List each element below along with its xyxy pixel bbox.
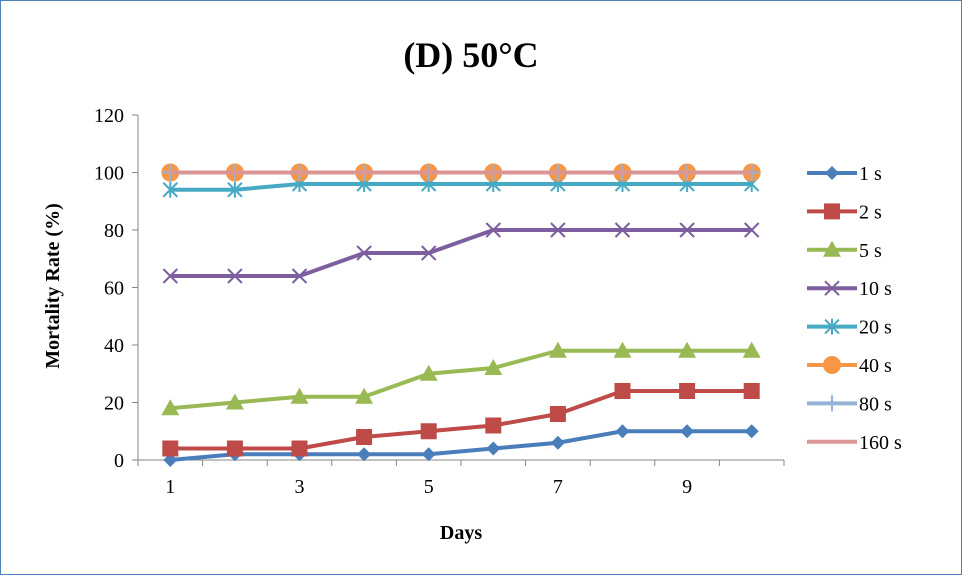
- data-point: [743, 383, 760, 399]
- data-point: [291, 268, 308, 284]
- series-10-s: [162, 222, 760, 284]
- legend-item: 10 s: [807, 278, 892, 300]
- legend-label: 80 s: [859, 393, 892, 415]
- data-point: [227, 181, 243, 198]
- data-point: [484, 359, 503, 375]
- data-point: [226, 440, 243, 457]
- x-axis-label: Days: [440, 522, 482, 544]
- series-layer: [161, 163, 761, 467]
- y-axis: 0 20 40 60 80 100 120: [94, 105, 139, 472]
- data-point: [550, 222, 566, 238]
- data-point: [549, 406, 566, 422]
- legend-marker: [824, 318, 840, 335]
- data-point: [355, 387, 374, 404]
- data-point: [742, 341, 761, 358]
- chart-title: (D) 50°C: [403, 35, 538, 75]
- data-point: [614, 383, 631, 399]
- legend-item: 80 s: [807, 393, 892, 415]
- y-tick-label: 100: [94, 163, 124, 185]
- data-point: [420, 423, 437, 440]
- data-point: [356, 429, 373, 445]
- legend-label: 2 s: [859, 201, 882, 223]
- y-tick-label: 0: [114, 450, 124, 472]
- legend-item: 40 s: [807, 355, 892, 377]
- x-tick-label: 7: [553, 476, 563, 498]
- data-point: [679, 383, 696, 399]
- legend-label: 10 s: [859, 278, 892, 300]
- legend-label: 5 s: [859, 240, 882, 262]
- legend-item: 1 s: [807, 163, 882, 185]
- series-line: [170, 348, 752, 411]
- data-point: [161, 399, 180, 416]
- data-point: [225, 393, 244, 410]
- series-line: [170, 389, 752, 451]
- legend-item: 5 s: [807, 240, 882, 262]
- legend-item: 20 s: [807, 317, 892, 339]
- y-tick-label: 20: [104, 393, 124, 415]
- x-axis: 1 3 5 7 9: [137, 459, 785, 498]
- data-point: [744, 424, 759, 439]
- legend-label: 160 s: [859, 432, 902, 454]
- legend-marker: [823, 240, 841, 257]
- series-5-s: [161, 341, 761, 416]
- data-point: [485, 417, 502, 434]
- legend-item: 160 s: [807, 432, 902, 454]
- y-tick-label: 120: [94, 105, 124, 127]
- data-point: [162, 268, 179, 284]
- x-tick-label: 5: [424, 476, 434, 498]
- legend-label: 20 s: [859, 317, 892, 339]
- legend-item: 2 s: [807, 201, 882, 223]
- data-point: [162, 181, 179, 198]
- x-tick-label: 1: [165, 476, 175, 498]
- series-2-s: [162, 383, 760, 457]
- data-point: [550, 435, 565, 450]
- legend-marker: [823, 356, 841, 374]
- series-line: [170, 182, 752, 192]
- data-point: [227, 268, 243, 284]
- data-point: [162, 440, 179, 457]
- x-tick-label: 3: [295, 476, 305, 498]
- data-point: [678, 341, 697, 358]
- data-point: [421, 447, 436, 462]
- y-tick-label: 80: [104, 220, 124, 242]
- legend-marker: [824, 203, 840, 220]
- legend-marker: [824, 280, 840, 296]
- legend-label: 40 s: [859, 355, 892, 377]
- data-point: [613, 341, 632, 358]
- legend: 1 s 2 s 5 s 10 s 20 s 40 s 80 s 160 s: [807, 163, 902, 454]
- series-line: [170, 429, 752, 462]
- legend-marker: [825, 166, 839, 180]
- x-tick-label: 9: [682, 476, 692, 498]
- data-point: [743, 222, 760, 238]
- series-20-s: [162, 176, 760, 198]
- data-point: [357, 447, 372, 462]
- data-point: [290, 387, 309, 404]
- data-point: [291, 440, 308, 457]
- data-point: [680, 424, 695, 439]
- y-axis-label: Mortality Rate (%): [42, 203, 64, 369]
- y-tick-label: 40: [104, 335, 124, 357]
- legend-marker: [824, 395, 840, 412]
- data-point: [419, 364, 438, 381]
- data-point: [485, 222, 502, 238]
- series-line: [170, 228, 752, 278]
- data-point: [486, 441, 501, 456]
- legend-label: 1 s: [859, 163, 882, 185]
- y-tick-label: 60: [104, 278, 124, 300]
- data-point: [679, 222, 695, 238]
- data-point: [356, 245, 372, 261]
- data-point: [614, 222, 631, 238]
- data-point: [420, 245, 437, 261]
- data-point: [548, 341, 567, 358]
- data-point: [615, 424, 630, 439]
